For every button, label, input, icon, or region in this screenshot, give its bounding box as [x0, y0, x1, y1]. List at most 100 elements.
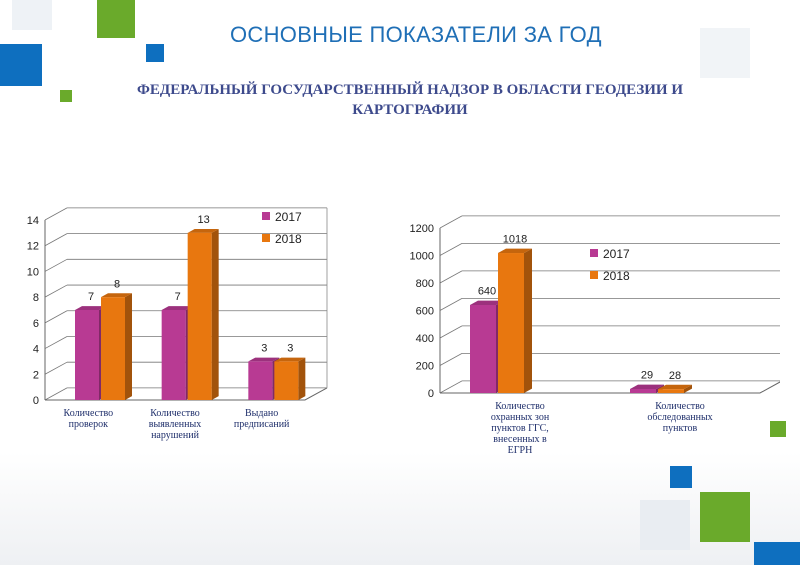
category-label: пунктов	[663, 423, 698, 434]
grid-diagonal	[44, 284, 68, 298]
bar-side-2018	[211, 229, 219, 400]
decor-square-green-bottom	[700, 492, 750, 542]
bar-side-2018	[684, 384, 692, 393]
decor-square-blue-bottom	[754, 542, 800, 565]
legend-label-2018: 2018	[603, 269, 630, 283]
category-label: предписаний	[234, 419, 290, 430]
subtitle-line-2: КАРТОГРАФИИ	[352, 102, 468, 118]
bar-side-2018	[125, 293, 132, 400]
subtitle-line-1: ФЕДЕРАЛЬНЫЙ ГОСУДАРСТВЕННЫЙ НАДЗОР В ОБЛ…	[137, 82, 683, 98]
bar-side-2018	[298, 357, 306, 400]
category-label: проверок	[69, 419, 108, 430]
data-label: 7	[88, 291, 94, 303]
y-tick-label: 1200	[410, 223, 434, 235]
category-label: пунктов ГГС,	[491, 423, 549, 434]
data-label: 13	[198, 214, 210, 226]
page-title: ОСНОВНЫЕ ПОКАЗАТЕЛИ ЗА ГОД	[230, 22, 602, 47]
chart-inspections: 0246810121478Количествопроверок713Количе…	[27, 207, 328, 441]
bar-side-2018	[524, 248, 532, 393]
y-tick-label: 200	[416, 361, 434, 373]
decor-square-blue-left	[0, 44, 42, 86]
y-tick-label: 14	[27, 215, 39, 227]
page-subtitle: ФЕДЕРАЛЬНЫЙ ГОСУДАРСТВЕННЫЙ НАДЗОР В ОБЛ…	[60, 80, 760, 120]
bar-top-2017	[470, 300, 504, 305]
y-tick-label: 0	[428, 388, 434, 400]
y-tick-label: 12	[27, 241, 39, 253]
bar-2018	[101, 297, 125, 400]
y-tick-label: 0	[33, 395, 39, 407]
y-tick-label: 6	[33, 318, 39, 330]
grid-diagonal	[44, 387, 68, 401]
data-label: 29	[641, 370, 653, 382]
data-label: 28	[669, 370, 681, 382]
legend-label-2017: 2017	[275, 210, 302, 224]
legend-label-2018: 2018	[275, 232, 302, 246]
green-bullet-icon	[60, 90, 72, 102]
category-label: внесенных в	[493, 434, 547, 445]
x-axis-floor	[440, 381, 780, 394]
grid-diagonal	[439, 215, 463, 229]
y-tick-label: 10	[27, 266, 39, 278]
grid-diagonal	[439, 325, 463, 339]
data-label: 3	[261, 343, 267, 355]
data-label: 640	[478, 286, 496, 298]
bar-2017	[470, 305, 496, 393]
y-tick-label: 600	[416, 306, 434, 318]
decor-square-blue-small	[146, 44, 164, 62]
bar-top-2017	[75, 306, 106, 310]
category-label: Количество	[150, 408, 200, 419]
bar-2018	[658, 389, 684, 393]
grid-diagonal	[439, 270, 463, 284]
bar-top-2018	[658, 384, 692, 390]
grid-diagonal	[44, 207, 68, 221]
grid-diagonal	[44, 336, 68, 349]
bar-top-2017	[630, 384, 664, 390]
bar-top-2018	[498, 248, 532, 254]
bar-2017	[161, 310, 186, 400]
grid-diagonal	[439, 380, 463, 394]
data-label: 3	[287, 343, 293, 355]
category-label: ЕГРН	[508, 445, 533, 456]
x-axis-floor	[45, 387, 328, 401]
bar-top-2018	[274, 357, 306, 362]
bar-2018	[187, 232, 212, 400]
data-label: 7	[175, 291, 181, 303]
category-label: выявленных	[149, 419, 201, 430]
y-tick-label: 8	[33, 292, 39, 304]
y-tick-label: 800	[416, 278, 434, 290]
category-label: Количество	[64, 408, 114, 419]
category-label: нарушений	[151, 430, 200, 441]
legend-swatch-2017	[262, 212, 270, 220]
bar-2017	[75, 310, 99, 400]
y-tick-label: 1000	[410, 251, 434, 263]
grid-diagonal	[44, 310, 68, 324]
grid-diagonal	[439, 243, 463, 256]
legend-label-2017: 2017	[603, 247, 630, 261]
category-label: обследованных	[647, 412, 712, 423]
decor-square-light-right	[700, 28, 750, 78]
legend-swatch-2018	[590, 271, 598, 279]
grid-diagonal	[439, 353, 463, 366]
y-tick-label: 400	[416, 333, 434, 345]
bar-2017	[248, 361, 273, 400]
legend-swatch-2017	[590, 249, 598, 257]
category-label: Количество	[655, 401, 705, 412]
legend-swatch-2018	[262, 234, 270, 242]
category-label: Выдано	[245, 408, 278, 419]
data-label: 8	[114, 278, 120, 290]
bar-2017	[630, 389, 656, 393]
grid-diagonal	[44, 361, 68, 375]
bar-top-2017	[248, 357, 280, 362]
decor-square-light-top	[12, 0, 52, 30]
grid-diagonal	[44, 233, 68, 247]
bar-top-2017	[161, 306, 193, 310]
y-tick-label: 2	[33, 369, 39, 381]
category-label: Количество	[495, 401, 545, 412]
decor-square-blue-bottom-small	[670, 466, 692, 488]
bar-top-2018	[101, 293, 132, 298]
chart-geodetic-points: 0200400600800100012006401018Количествоох…	[410, 215, 780, 456]
y-tick-label: 4	[33, 344, 39, 356]
grid-diagonal	[44, 258, 68, 272]
decor-square-light-bottom	[640, 500, 690, 550]
decor-square-green-right	[770, 421, 786, 437]
